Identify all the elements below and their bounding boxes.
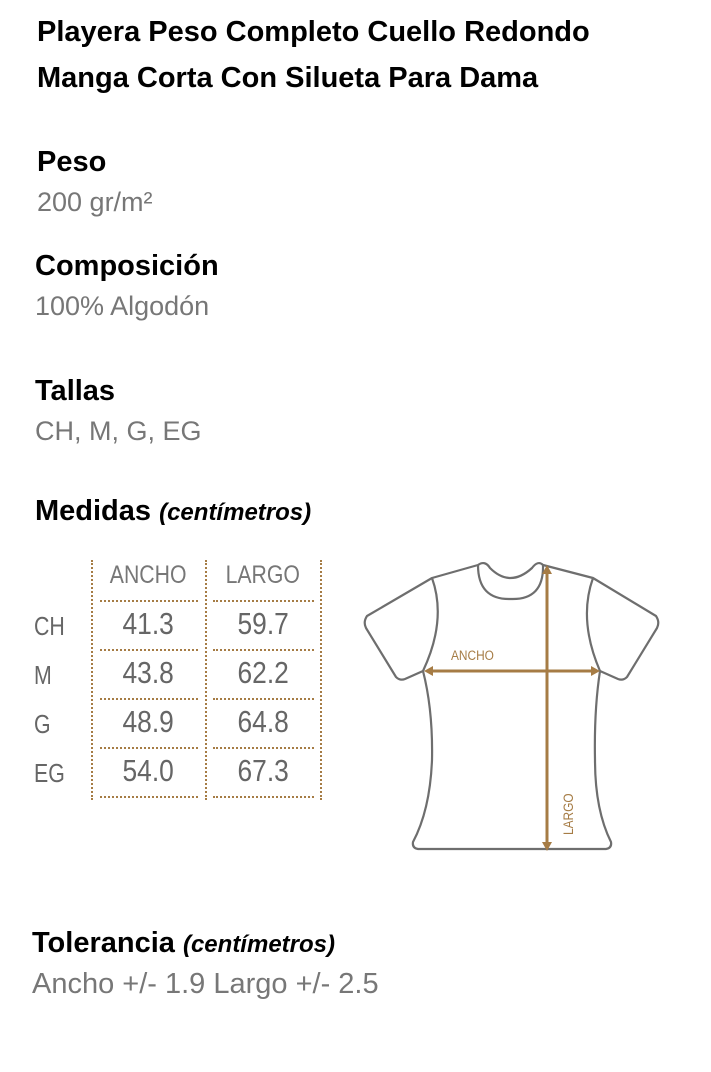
composicion-heading: Composición — [35, 250, 219, 282]
composicion-value: 100% Algodón — [35, 291, 210, 321]
largo-value: 67.3 — [237, 753, 289, 788]
ancho-value: 43.8 — [122, 655, 174, 690]
arrowhead — [424, 666, 433, 676]
ancho-value: 41.3 — [122, 606, 174, 641]
arrowhead — [591, 666, 600, 676]
size-label: EG — [34, 758, 65, 788]
size-label: M — [34, 660, 52, 690]
divider — [100, 600, 198, 602]
peso-heading: Peso — [37, 146, 107, 178]
tallas-heading: Tallas — [35, 375, 116, 407]
arrowhead — [542, 842, 552, 851]
divider — [100, 649, 198, 651]
divider — [213, 747, 314, 749]
size-label: G — [34, 709, 51, 739]
column-header-largo: LARGO — [225, 561, 301, 589]
divider — [100, 796, 198, 798]
sleeve-seam-left — [422, 577, 439, 672]
tolerancia-unit: (centímetros) — [182, 931, 335, 958]
divider — [213, 649, 314, 651]
divider — [213, 698, 314, 700]
tshirt-neckline — [477, 561, 544, 580]
product-title-line-2: Manga Corta Con Silueta Para Dama — [37, 62, 539, 94]
largo-value: 59.7 — [237, 606, 289, 641]
ancho-value: 48.9 — [122, 704, 174, 739]
divider — [213, 796, 314, 798]
medidas-unit: (centímetros) — [159, 499, 312, 526]
tshirt-outline — [363, 563, 660, 851]
divider — [100, 747, 198, 749]
column-header-ancho: ANCHO — [109, 561, 187, 589]
tolerancia-heading: Tolerancia (centímetros) — [32, 927, 335, 960]
tallas-value: CH, M, G, EG — [35, 416, 202, 446]
ancho-value: 54.0 — [122, 753, 174, 788]
peso-value: 200 gr/m² — [37, 187, 153, 217]
product-title-line-1: Playera Peso Completo Cuello Redondo — [37, 16, 590, 48]
arrowhead — [542, 565, 552, 574]
divider — [205, 560, 207, 800]
divider — [213, 600, 314, 602]
ancho-label: ANCHO — [451, 647, 494, 663]
size-label: CH — [34, 611, 65, 641]
largo-label: LARGO — [560, 793, 576, 835]
tshirt-collar — [476, 564, 545, 601]
largo-value: 62.2 — [237, 655, 289, 690]
medidas-heading-text: Medidas — [35, 495, 152, 527]
medidas-heading: Medidas (centímetros) — [35, 495, 311, 528]
divider — [100, 698, 198, 700]
tolerancia-value: Ancho +/- 1.9 Largo +/- 2.5 — [32, 968, 379, 1000]
tolerancia-heading-text: Tolerancia — [32, 927, 175, 959]
divider — [91, 560, 93, 800]
divider — [320, 560, 322, 800]
largo-value: 64.8 — [237, 704, 289, 739]
sleeve-seam-right — [585, 577, 602, 672]
